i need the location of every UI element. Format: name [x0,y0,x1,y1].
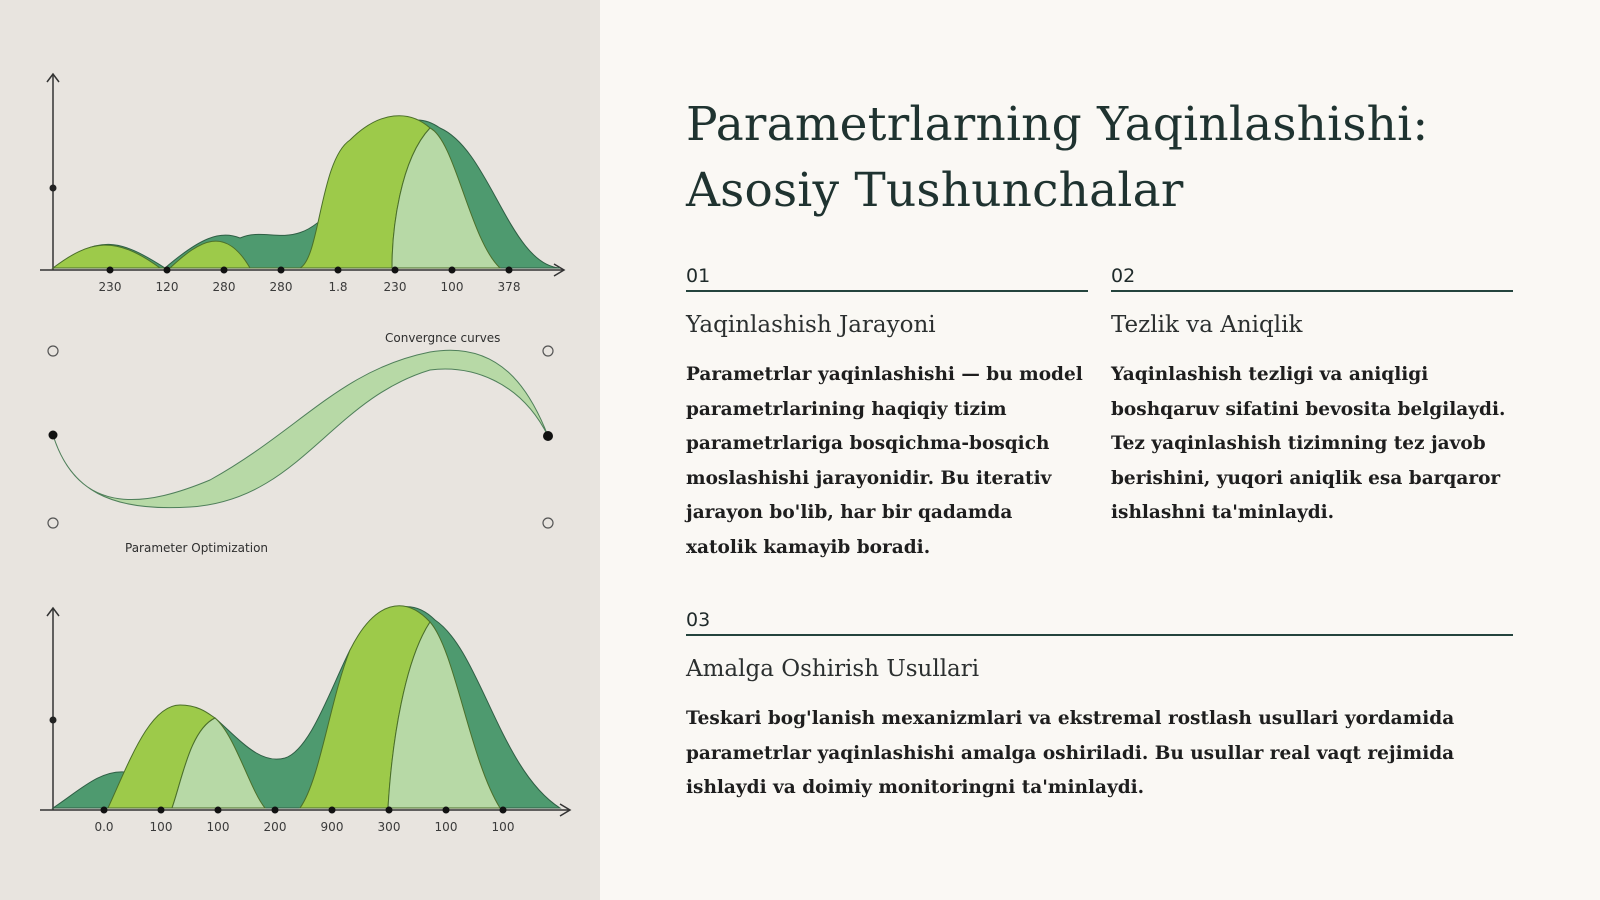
section-heading: Tezlik va Aniqlik [1111,312,1303,338]
top-x-arrow-icon [553,263,566,277]
top-tick-dot [391,266,399,274]
convergence-curves-label: Convergnce curves [385,331,500,345]
middle-illustration: Convergnce curves Parameter Optimization [47,331,554,555]
curve-end-dot [543,431,553,441]
top-y-arrow-icon [46,72,60,83]
bottom-axis-dot [49,716,57,724]
bottom-tick-dot [214,806,222,814]
section-01: 01 Yaqinlashish Jarayoni Parametrlar yaq… [686,264,1088,565]
top-tick-label: 280 [270,280,293,294]
section-heading: Yaqinlashish Jarayoni [686,312,936,338]
top-chart [40,72,566,277]
section-body: Yaqinlashish tezligi va aniqligi boshqar… [1111,364,1506,523]
top-pale-wave [391,127,502,269]
bottom-tick-dot [100,806,108,814]
bottom-tick-label: 100 [492,820,515,834]
top-tick-label: 100 [441,280,464,294]
bottom-tick-label: 100 [150,820,173,834]
illustration-panel: Convergnce curves Parameter Optimization… [0,0,600,900]
top-tick-label: 230 [99,280,122,294]
page-title: Parametrlarning Yaqinlashishi: Asosiy Tu… [686,97,1429,218]
section-number: 01 [686,264,1088,292]
handle-top-right [542,345,554,357]
bottom-tick-dot [442,806,450,814]
top-tick-dot [277,266,285,274]
bottom-tick-label: 100 [435,820,458,834]
convergence-illustration: Convergnce curves Parameter Optimization… [40,72,572,834]
top-tick-dot [163,266,171,274]
bottom-pale-wave-2 [387,621,501,809]
middle-band [52,349,549,509]
bottom-tick-dot [271,806,279,814]
bottom-pale-wave-1 [171,717,267,809]
section-number: 02 [1111,264,1513,292]
bottom-y-arrow-icon [46,606,60,617]
bottom-tick-label: 200 [264,820,287,834]
bottom-tick-dot [385,806,393,814]
bottom-tick-dot [328,806,336,814]
top-tick-dot [334,266,342,274]
section-03: 03 Amalga Oshirish Usullari Teskari bog'… [686,608,1513,806]
bottom-tick-labels: 0.0 100 100 200 900 300 100 100 [94,806,515,834]
top-tick-labels: 230 120 280 280 1.8 230 100 378 [99,266,521,294]
top-tick-label: 378 [498,280,521,294]
bottom-tick-label: 900 [321,820,344,834]
bottom-tick-label: 0.0 [94,820,113,834]
content-area: Parametrlarning Yaqinlashishi: Asosiy Tu… [686,0,1516,900]
top-tick-dot [448,266,456,274]
top-tick-dot [106,266,114,274]
section-02: 02 Tezlik va Aniqlik Yaqinlashish tezlig… [1111,264,1513,531]
top-axis-dot [49,184,57,192]
handle-bottom-right [542,517,554,529]
bottom-tick-label: 100 [207,820,230,834]
handle-top-left [47,345,59,357]
parameter-optimization-label: Parameter Optimization [125,541,268,555]
top-tick-dot [220,266,228,274]
top-tick-label: 230 [384,280,407,294]
bottom-tick-dot [499,806,507,814]
handle-bottom-left [47,517,59,529]
top-tick-label: 1.8 [328,280,347,294]
section-number: 03 [686,608,1513,636]
section-body: Teskari bog'lanish mexanizmlari va ekstr… [686,708,1455,798]
top-tick-label: 120 [156,280,179,294]
section-heading: Amalga Oshirish Usullari [686,656,980,682]
bottom-x-arrow-icon [559,803,572,817]
bottom-chart [40,605,572,817]
curve-start-dot [48,430,58,440]
top-tick-dot [505,266,513,274]
bottom-tick-dot [157,806,165,814]
top-tick-label: 280 [213,280,236,294]
bottom-tick-label: 300 [378,820,401,834]
section-body: Parametrlar yaqinlashishi — bu model par… [686,364,1083,558]
